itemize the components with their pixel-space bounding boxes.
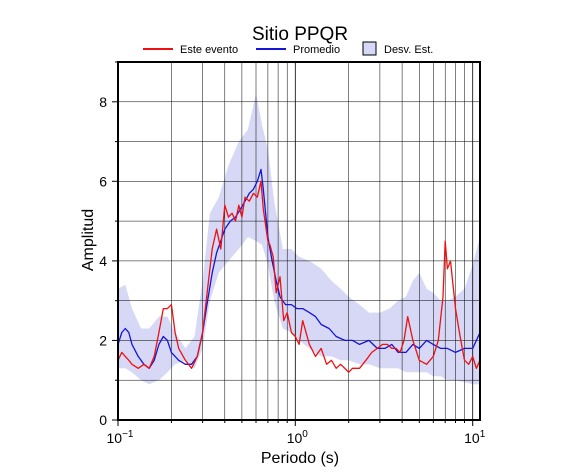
legend-label-desv-est: Desv. Est. xyxy=(384,44,433,56)
y-tick-label: 2 xyxy=(99,332,107,348)
x-axis-label: Periodo (s) xyxy=(261,450,339,467)
x-tick-label: 101 xyxy=(464,429,486,446)
std-dev-band xyxy=(118,93,480,385)
y-tick-label: 8 xyxy=(99,94,107,110)
chart-title: Sitio PPQR xyxy=(252,24,348,45)
legend-label-promedio: Promedio xyxy=(293,44,340,56)
y-tick-label: 4 xyxy=(99,253,107,269)
legend: Este evento Promedio Desv. Est. xyxy=(143,41,433,56)
plot-frame xyxy=(117,61,481,421)
x-tick-label: 100 xyxy=(287,429,309,446)
legend-swatch-desv-est xyxy=(362,41,377,56)
y-tick-label: 6 xyxy=(99,173,107,189)
series-line-este-evento xyxy=(117,180,481,373)
x-tick-label: 10−1 xyxy=(107,429,134,446)
y-axis-label: Amplitud xyxy=(80,209,97,271)
y-tick-label: 0 xyxy=(99,412,107,428)
series-line-promedio xyxy=(117,168,481,369)
legend-label-este-evento: Este evento xyxy=(180,44,238,56)
plot-area: 10−1 100 101 0 2 4 6 8 xyxy=(99,61,486,446)
